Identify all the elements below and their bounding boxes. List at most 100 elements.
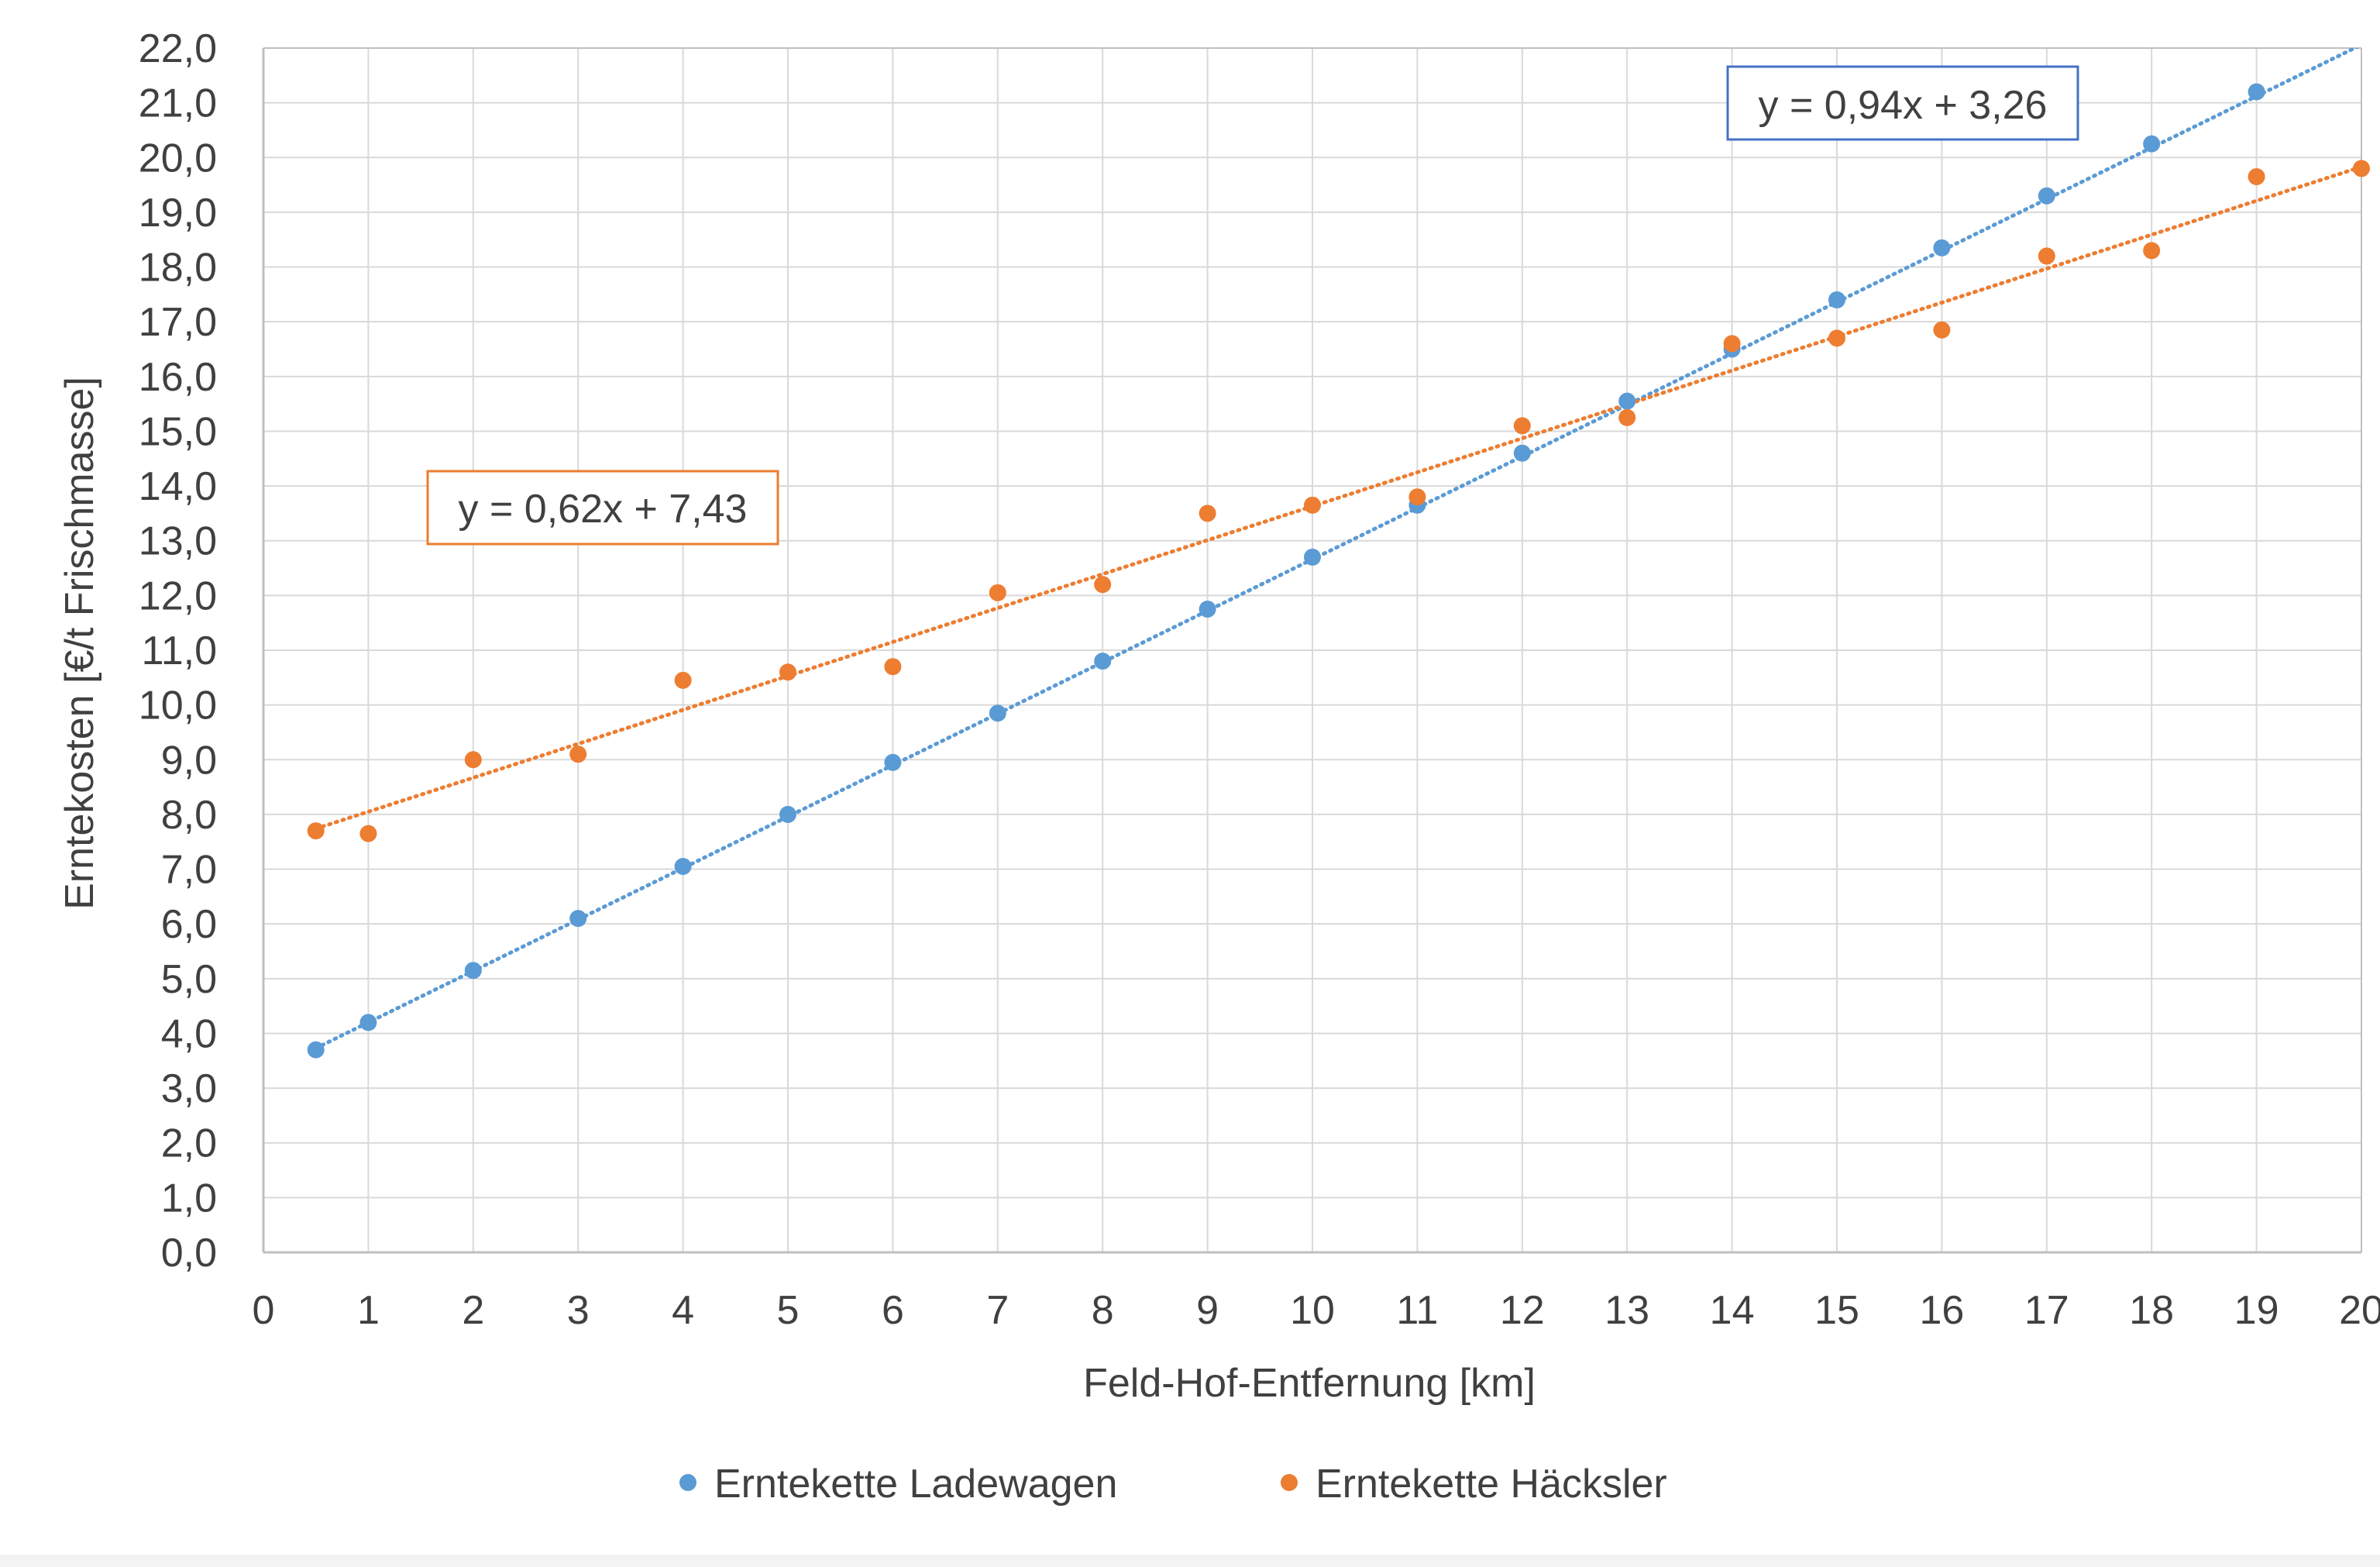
data-point-series-1 <box>1199 505 1216 522</box>
y-tick-label: 16,0 <box>139 355 217 400</box>
x-tick-label: 7 <box>986 1288 1009 1333</box>
y-tick-label: 5,0 <box>161 957 217 1002</box>
y-tick-label: 21,0 <box>139 81 217 126</box>
legend-marker-haecksler <box>1281 1474 1298 1491</box>
data-points <box>307 83 2370 1059</box>
data-point-series-1 <box>1723 335 1741 353</box>
y-tick-label: 12,0 <box>139 573 217 618</box>
data-point-series-0 <box>779 805 796 823</box>
x-tick-label: 14 <box>1710 1288 1755 1333</box>
x-tick-label: 11 <box>1396 1288 1438 1333</box>
y-tick-label: 9,0 <box>161 738 217 783</box>
data-point-series-1 <box>1513 417 1531 435</box>
x-tick-label: 20 <box>2339 1288 2380 1333</box>
data-point-series-0 <box>1199 601 1216 618</box>
y-tick-label: 19,0 <box>139 191 217 236</box>
trendlines <box>314 48 2361 1051</box>
y-tick-label: 22,0 <box>139 26 217 71</box>
data-point-series-1 <box>1933 321 1951 339</box>
data-point-series-0 <box>989 704 1006 722</box>
data-point-series-1 <box>359 825 377 842</box>
y-tick-label: 2,0 <box>161 1121 217 1166</box>
data-point-series-0 <box>1618 392 1636 410</box>
bottom-strip <box>0 1555 2380 1567</box>
legend: Erntekette Ladewagen Erntekette Häcksler <box>679 1462 1667 1507</box>
equation-box-ladewagen-border <box>1726 65 2079 141</box>
legend-label-ladewagen: Erntekette Ladewagen <box>714 1462 1117 1507</box>
y-tick-label: 13,0 <box>139 519 217 564</box>
y-tick-label: 10,0 <box>139 684 217 728</box>
data-point-series-1 <box>2143 242 2161 260</box>
data-point-series-1 <box>1618 408 1636 426</box>
x-tick-label: 5 <box>777 1288 800 1333</box>
data-point-series-0 <box>1828 291 1845 308</box>
y-tick-label: 7,0 <box>161 848 217 893</box>
y-tick-label: 8,0 <box>161 793 217 838</box>
data-point-series-0 <box>1513 444 1531 462</box>
data-point-series-0 <box>674 858 692 876</box>
data-point-series-1 <box>2248 167 2265 185</box>
data-point-series-1 <box>1828 329 1845 347</box>
data-point-series-1 <box>674 671 692 689</box>
data-point-series-1 <box>779 663 796 681</box>
equation-ladewagen: y = 0,94x + 3,26 <box>1759 83 2048 128</box>
data-point-series-0 <box>569 910 587 928</box>
data-point-series-0 <box>1304 548 1321 566</box>
legend-marker-ladewagen <box>679 1474 696 1491</box>
data-point-series-0 <box>2248 83 2265 101</box>
equation-haecksler: y = 0,62x + 7,43 <box>459 487 748 532</box>
tick-labels: 0 1 2 3 4 5 6 7 8 9 10 11 12 13 14 15 16 17 18 19 200,01,02,… <box>139 26 2380 1333</box>
data-point-series-1 <box>1094 576 1112 594</box>
data-point-series-1 <box>2353 160 2370 177</box>
y-tick-label: 4,0 <box>161 1011 217 1056</box>
y-tick-label: 11,0 <box>142 629 217 673</box>
data-point-series-1 <box>884 658 902 676</box>
data-point-series-0 <box>464 962 482 980</box>
x-tick-label: 0 <box>253 1288 275 1333</box>
y-tick-label: 15,0 <box>139 409 217 454</box>
y-axis-title: Erntekosten [€/t Frischmasse] <box>57 377 102 910</box>
data-point-series-0 <box>1094 653 1112 670</box>
data-point-series-1 <box>307 822 325 840</box>
x-tick-label: 16 <box>1919 1288 1964 1333</box>
x-tick-label: 3 <box>567 1288 590 1333</box>
trendline-series-0 <box>314 48 2360 1051</box>
x-tick-label: 4 <box>672 1288 694 1333</box>
legend-label-haecksler: Erntekette Häcksler <box>1316 1462 1667 1507</box>
data-point-series-0 <box>359 1014 377 1031</box>
data-point-series-1 <box>569 746 587 763</box>
equation-box-haecksler-border <box>426 470 779 546</box>
x-tick-label: 15 <box>1814 1288 1859 1333</box>
x-tick-label: 18 <box>2129 1288 2174 1333</box>
data-point-series-1 <box>2038 247 2055 265</box>
data-point-series-0 <box>307 1041 325 1059</box>
x-axis-title: Feld-Hof-Entfernung [km] <box>1083 1361 1536 1406</box>
x-tick-label: 6 <box>882 1288 904 1333</box>
y-tick-label: 17,0 <box>139 300 217 345</box>
equation-box-ladewagen: y = 0,94x + 3,26 <box>1726 65 2079 141</box>
axes <box>262 47 2362 1254</box>
y-tick-label: 0,0 <box>161 1231 217 1276</box>
x-tick-label: 10 <box>1290 1288 1335 1333</box>
x-tick-label: 19 <box>2234 1288 2279 1333</box>
equation-box-haecksler: y = 0,62x + 7,43 <box>426 470 779 546</box>
data-point-series-0 <box>2143 135 2161 153</box>
data-point-series-1 <box>464 751 482 769</box>
x-tick-label: 9 <box>1196 1288 1219 1333</box>
data-point-series-0 <box>2038 187 2055 205</box>
x-tick-label: 13 <box>1604 1288 1649 1333</box>
y-tick-label: 14,0 <box>139 464 217 509</box>
data-point-series-1 <box>989 584 1006 601</box>
x-tick-label: 2 <box>462 1288 484 1333</box>
x-tick-label: 12 <box>1500 1288 1545 1333</box>
y-tick-label: 1,0 <box>161 1176 217 1221</box>
y-tick-label: 3,0 <box>161 1066 217 1111</box>
x-tick-label: 8 <box>1092 1288 1114 1333</box>
x-tick-label: 1 <box>357 1288 380 1333</box>
data-point-series-0 <box>1933 239 1951 257</box>
data-point-series-1 <box>1408 488 1426 506</box>
y-tick-label: 18,0 <box>139 246 217 291</box>
